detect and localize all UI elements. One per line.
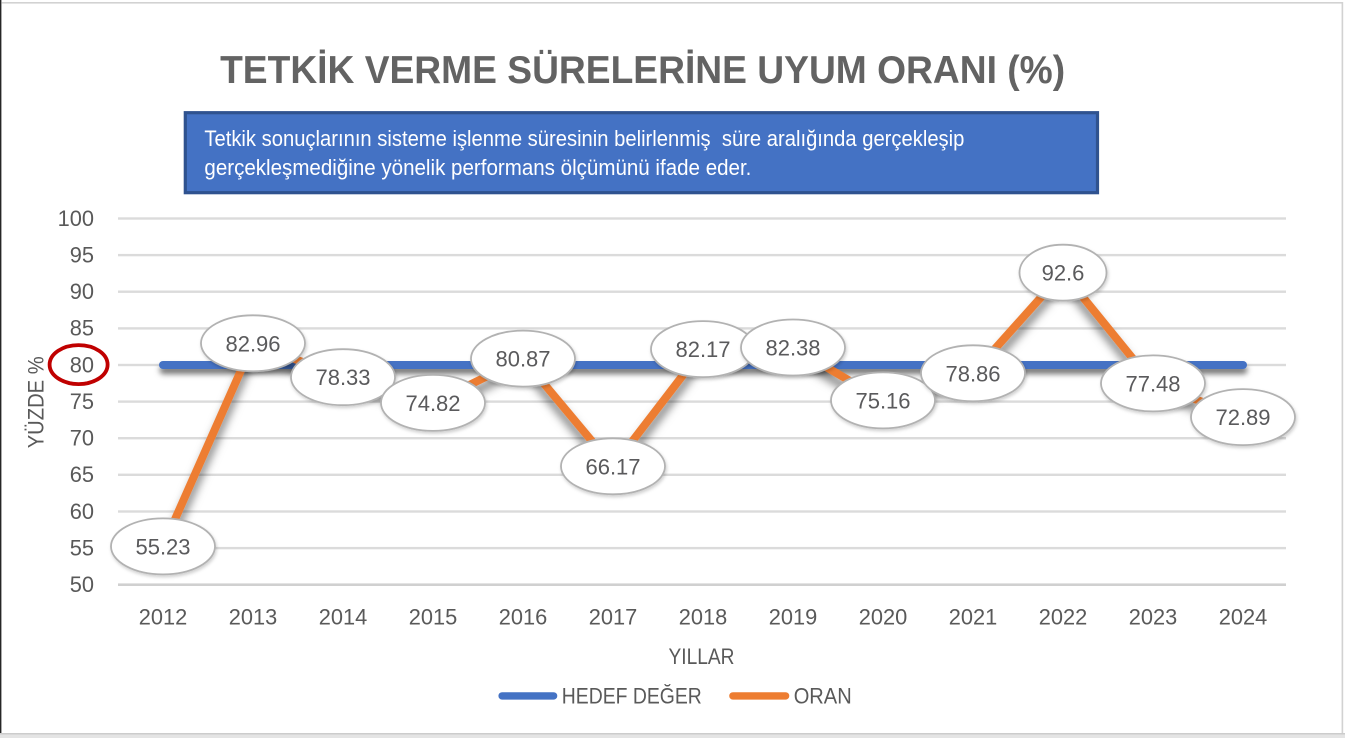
svg-text:55.23: 55.23 xyxy=(135,534,190,559)
svg-text:85: 85 xyxy=(70,316,94,341)
svg-text:78.86: 78.86 xyxy=(945,361,1000,386)
svg-text:YILLAR: YILLAR xyxy=(669,644,735,669)
svg-text:75: 75 xyxy=(70,389,94,414)
svg-text:2019: 2019 xyxy=(769,605,818,630)
svg-text:2012: 2012 xyxy=(139,605,188,630)
svg-text:60: 60 xyxy=(70,499,94,524)
svg-text:74.82: 74.82 xyxy=(405,391,460,416)
svg-text:gerçekleşmediğine yönelik perf: gerçekleşmediğine yönelik performans ölç… xyxy=(204,155,751,180)
svg-text:80: 80 xyxy=(70,352,94,377)
svg-text:2020: 2020 xyxy=(859,605,908,630)
svg-text:75.16: 75.16 xyxy=(855,388,910,413)
svg-text:77.48: 77.48 xyxy=(1125,371,1180,396)
svg-text:70: 70 xyxy=(70,426,94,451)
svg-text:2015: 2015 xyxy=(409,605,458,630)
svg-text:72.89: 72.89 xyxy=(1215,405,1270,430)
svg-text:2023: 2023 xyxy=(1129,605,1178,630)
svg-text:2018: 2018 xyxy=(679,605,728,630)
svg-text:100: 100 xyxy=(58,206,94,231)
svg-text:2022: 2022 xyxy=(1039,605,1088,630)
svg-text:66.17: 66.17 xyxy=(585,454,640,479)
svg-text:80.87: 80.87 xyxy=(495,347,550,372)
svg-text:65: 65 xyxy=(70,462,94,487)
svg-text:2024: 2024 xyxy=(1219,605,1268,630)
svg-text:92.6: 92.6 xyxy=(1042,261,1085,286)
svg-text:YÜZDE %: YÜZDE % xyxy=(24,356,49,448)
svg-text:HEDEF DEĞER: HEDEF DEĞER xyxy=(562,684,702,709)
svg-text:TETKİK VERME SÜRELERİNE UYUM O: TETKİK VERME SÜRELERİNE UYUM ORANI (%) xyxy=(220,49,1065,92)
svg-text:82.96: 82.96 xyxy=(225,331,280,356)
svg-text:82.38: 82.38 xyxy=(765,336,820,361)
svg-text:50: 50 xyxy=(70,572,94,597)
svg-text:82.17: 82.17 xyxy=(675,337,730,362)
svg-text:ORAN: ORAN xyxy=(794,684,852,709)
svg-text:2014: 2014 xyxy=(319,605,368,630)
svg-text:2013: 2013 xyxy=(229,605,278,630)
svg-text:90: 90 xyxy=(70,279,94,304)
svg-text:2021: 2021 xyxy=(949,605,998,630)
svg-text:2017: 2017 xyxy=(589,605,638,630)
svg-text:95: 95 xyxy=(70,242,94,267)
svg-text:Tetkik sonuçlarının sisteme iş: Tetkik sonuçlarının sisteme işlenme süre… xyxy=(204,126,964,151)
svg-text:55: 55 xyxy=(70,535,94,560)
svg-text:2016: 2016 xyxy=(499,605,548,630)
svg-text:78.33: 78.33 xyxy=(315,365,370,390)
